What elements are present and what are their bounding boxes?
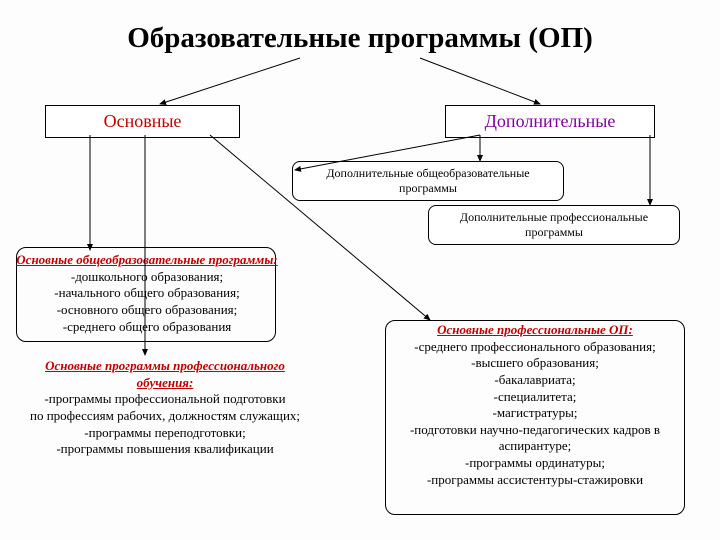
block3-item: -бакалавриата;: [380, 372, 690, 389]
block3-item: -специалитета;: [380, 389, 690, 406]
block2-item: по профессиям рабочих, должностям служащ…: [25, 408, 305, 425]
block1-item: -основного общего образования;: [12, 302, 282, 319]
block2-item: -программы повышения квалификации: [25, 441, 305, 458]
block1-item: -дошкольного образования;: [12, 269, 282, 286]
block3-item: -подготовки научно-педагогических кадров…: [380, 422, 690, 455]
block1-item: -начального общего образования;: [12, 285, 282, 302]
arrow: [160, 58, 300, 104]
block3-item: -программы ординатуры;: [380, 455, 690, 472]
arrow: [420, 58, 540, 104]
node-additional: Дополнительные: [445, 105, 655, 138]
block-main-general: Основные общеобразовательные программы: …: [12, 252, 282, 335]
block3-header: Основные профессиональные ОП:: [380, 322, 690, 339]
block3-item: -программы ассистентуры-стажировки: [380, 472, 690, 489]
block2-header: Основные программы профессионального обу…: [25, 358, 305, 391]
block2-item: -программы профессиональной подготовки: [25, 391, 305, 408]
block1-header: Основные общеобразовательные программы:: [12, 252, 282, 269]
block3-item: -высшего образования;: [380, 355, 690, 372]
node-additional-general: Дополнительные общеобразовательные прогр…: [292, 161, 564, 201]
page-title: Образовательные программы (ОП): [0, 22, 720, 55]
block3-item: -среднего профессионального образования;: [380, 339, 690, 356]
node-main: Основные: [45, 105, 240, 138]
block-main-training: Основные программы профессионального обу…: [25, 358, 305, 458]
block-main-professional: Основные профессиональные ОП: -среднего …: [380, 322, 690, 488]
block1-item: -среднего общего образования: [12, 319, 282, 336]
block3-item: -магистратуры;: [380, 405, 690, 422]
block2-item: -программы переподготовки;: [25, 425, 305, 442]
node-additional-prof: Дополнительные профессиональные программ…: [428, 205, 680, 245]
